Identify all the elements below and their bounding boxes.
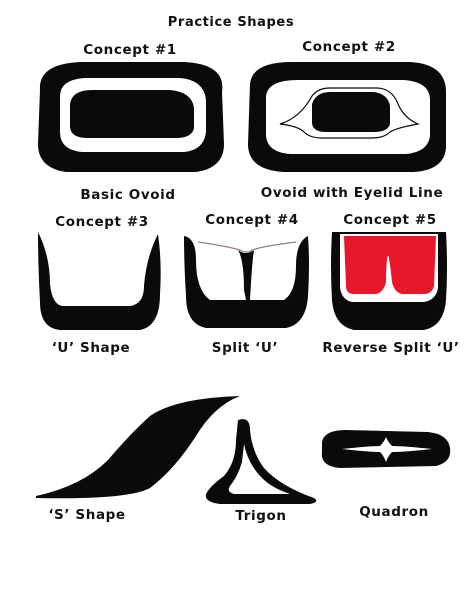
trigon-caption: Trigon <box>235 508 287 524</box>
page-title: Practice Shapes <box>167 15 295 30</box>
concept-3-label: Concept #3 <box>55 214 149 230</box>
split-u-shape <box>184 236 309 328</box>
concept-1-label: Concept #1 <box>83 42 177 58</box>
u-shape-caption: ‘U’ Shape <box>51 340 131 356</box>
u-shape <box>38 232 161 330</box>
quadron-caption: Quadron <box>359 504 429 520</box>
basic-ovoid-shape <box>38 62 224 172</box>
trigon-shape <box>205 419 317 504</box>
s-shape <box>36 396 240 499</box>
split-u-caption: Split ‘U’ <box>211 340 279 356</box>
basic-ovoid-caption: Basic Ovoid <box>80 187 176 203</box>
concept-4-label: Concept #4 <box>205 212 299 228</box>
eyelid-ovoid-caption: Ovoid with Eyelid Line <box>260 185 444 201</box>
concept-2-label: Concept #2 <box>302 39 396 55</box>
reverse-split-u-shape <box>331 232 447 330</box>
s-shape-caption: ‘S’ Shape <box>48 507 126 523</box>
reverse-split-u-caption: Reverse Split ‘U’ <box>322 340 460 356</box>
quadron-shape <box>321 430 451 468</box>
eyelid-ovoid-shape <box>248 62 446 172</box>
concept-5-label: Concept #5 <box>343 212 437 228</box>
